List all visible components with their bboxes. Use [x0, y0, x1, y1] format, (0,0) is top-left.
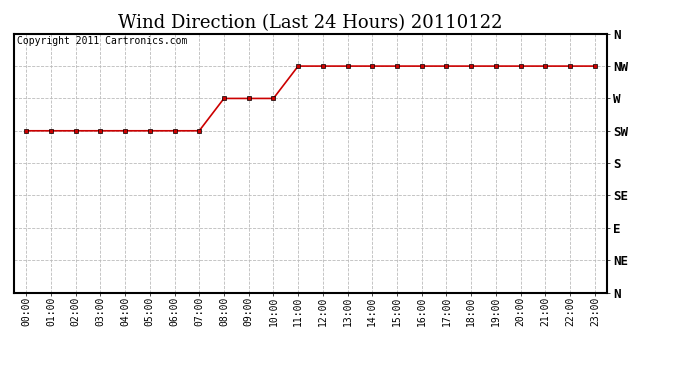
Title: Wind Direction (Last 24 Hours) 20110122: Wind Direction (Last 24 Hours) 20110122: [118, 14, 503, 32]
Text: Copyright 2011 Cartronics.com: Copyright 2011 Cartronics.com: [17, 36, 187, 46]
